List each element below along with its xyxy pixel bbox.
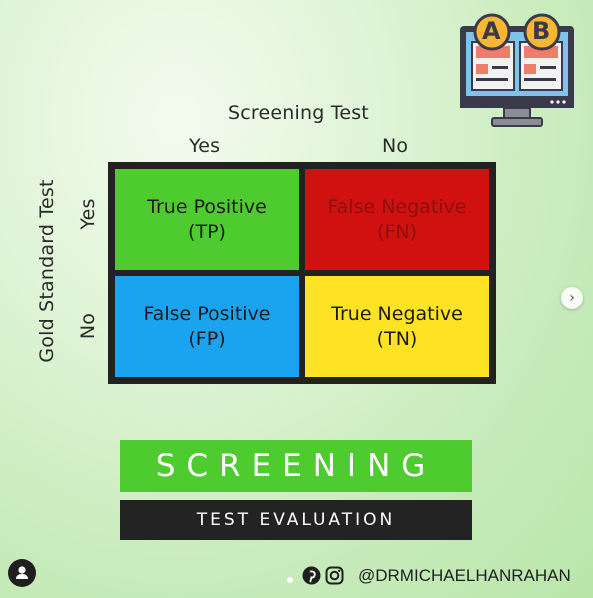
test-evaluation-text: TEST EVALUATION xyxy=(196,510,396,530)
next-slide-button[interactable]: › xyxy=(561,287,583,309)
screening-banner: SCREENING xyxy=(120,440,472,492)
user-icon xyxy=(16,566,28,579)
true-positive-cell: True Positive (TP) xyxy=(115,169,299,270)
ab-test-monitor-icon: A B xyxy=(456,12,578,132)
fp-abbrev: (FP) xyxy=(188,327,226,350)
chevron-right-icon: › xyxy=(569,290,575,306)
row-no-label: No xyxy=(77,312,99,340)
true-negative-cell: True Negative (TN) xyxy=(305,276,489,377)
row-yes-label: Yes xyxy=(77,198,99,230)
pinterest-icon xyxy=(302,566,321,589)
false-positive-cell: False Positive (FP) xyxy=(115,276,299,377)
carousel-indicator-dot xyxy=(287,577,293,583)
screening-test-title: Screening Test xyxy=(228,102,369,124)
ab-icon-b-letter: B xyxy=(532,17,551,45)
instagram-icon xyxy=(325,566,344,589)
false-negative-cell: False Negative (FN) xyxy=(305,169,489,270)
gold-standard-title: Gold Standard Test xyxy=(36,179,58,363)
test-evaluation-banner: TEST EVALUATION xyxy=(120,500,472,540)
tp-abbrev: (TP) xyxy=(188,220,226,243)
fn-abbrev: (FN) xyxy=(377,220,417,243)
fn-label: False Negative xyxy=(327,195,467,218)
col-no-label: No xyxy=(382,135,409,157)
confusion-matrix: True Positive (TP) False Negative (FN) F… xyxy=(108,162,496,384)
fp-label: False Positive xyxy=(143,302,271,325)
profile-button[interactable] xyxy=(8,559,36,587)
tp-label: True Positive xyxy=(147,195,267,218)
ab-icon-a-letter: A xyxy=(482,17,501,45)
col-yes-label: Yes xyxy=(189,135,221,157)
tn-abbrev: (TN) xyxy=(376,327,418,350)
tn-label: True Negative xyxy=(331,302,463,325)
author-handle: @DRMICHAELHANRAHAN xyxy=(358,566,571,585)
screening-banner-text: SCREENING xyxy=(155,448,437,484)
